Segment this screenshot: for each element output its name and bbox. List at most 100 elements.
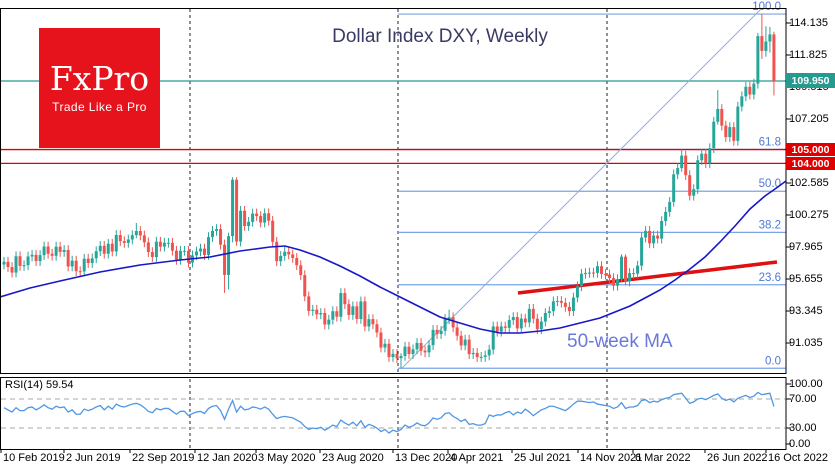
price-axis-label: 107.205 xyxy=(789,113,829,125)
resistance-level-badge: 105.000 xyxy=(786,143,835,156)
candle-down xyxy=(732,127,736,141)
candle-down xyxy=(475,352,479,358)
candle-down xyxy=(720,108,724,126)
candle-up xyxy=(231,179,235,237)
rsi-axis-label: 30.00 xyxy=(789,422,817,434)
candle-up xyxy=(443,318,447,331)
candle-up xyxy=(575,286,579,298)
candle-up xyxy=(680,155,684,169)
date-axis-label: 22 Sep 2019 xyxy=(132,452,195,464)
date-axis-label: 6 Mar 2022 xyxy=(635,452,691,464)
candle-down xyxy=(371,319,375,325)
candle-up xyxy=(579,273,583,287)
candle-down xyxy=(299,265,303,276)
candle-up xyxy=(415,342,419,350)
candle-up xyxy=(215,229,219,231)
candle-up xyxy=(2,261,6,265)
candle-down xyxy=(255,213,259,217)
candle-down xyxy=(748,86,752,95)
candle-up xyxy=(511,317,515,321)
candle-up xyxy=(644,230,648,238)
candle-up xyxy=(479,356,483,358)
candle-down xyxy=(18,256,22,266)
date-axis-label: 13 Dec 2020 xyxy=(395,452,458,464)
candle-up xyxy=(752,83,756,95)
fib-level-label: 61.8 xyxy=(759,136,781,148)
main-panel-frame xyxy=(0,8,787,374)
candle-down xyxy=(379,332,383,348)
candle-up xyxy=(130,235,134,240)
candle-down xyxy=(704,153,708,164)
candle-down xyxy=(648,230,652,244)
candle-down xyxy=(158,241,162,247)
candle-down xyxy=(275,241,279,262)
candle-down xyxy=(355,306,359,319)
candle-down xyxy=(66,249,70,267)
candle-down xyxy=(259,216,263,223)
date-axis-label: 16 Oct 2022 xyxy=(768,452,828,464)
candle-up xyxy=(491,326,495,350)
candle-up xyxy=(652,235,656,244)
candle-down xyxy=(271,220,275,242)
candle-up xyxy=(620,256,624,280)
candle-up xyxy=(211,230,215,238)
candle-down xyxy=(688,175,692,196)
candle-down xyxy=(624,256,628,282)
date-axis-label: 3 May 2020 xyxy=(258,452,316,464)
candle-down xyxy=(387,343,391,358)
candle-up xyxy=(595,266,599,273)
candle-down xyxy=(74,260,78,272)
candle-down xyxy=(307,296,311,311)
candle-down xyxy=(567,306,571,312)
candle-up xyxy=(439,330,443,335)
candle-up xyxy=(668,201,672,212)
candle-up xyxy=(166,242,170,244)
candle-up xyxy=(283,251,287,256)
candle-down xyxy=(34,254,38,262)
date-axis-label: 14 Nov 2021 xyxy=(580,452,643,464)
candle-up xyxy=(182,250,186,252)
candle-up xyxy=(628,273,632,282)
candle-up xyxy=(660,221,664,239)
candle-up xyxy=(311,309,315,311)
candle-up xyxy=(30,254,34,257)
candle-down xyxy=(612,278,616,286)
candle-up xyxy=(178,250,182,260)
fib-level-label: 50.0 xyxy=(759,178,781,190)
candle-up xyxy=(700,153,704,161)
candle-up xyxy=(239,210,243,242)
candle-up xyxy=(198,248,202,252)
candle-up xyxy=(331,311,335,320)
candle-up xyxy=(194,251,198,256)
candle-down xyxy=(291,254,295,259)
candle-down xyxy=(6,261,10,268)
candle-down xyxy=(375,324,379,333)
candle-up xyxy=(247,221,251,227)
candle-up xyxy=(616,279,620,286)
candle-up xyxy=(527,308,531,323)
candle-up xyxy=(339,293,343,317)
candle-down xyxy=(724,125,728,138)
date-axis-label: 23 Aug 2020 xyxy=(322,452,384,464)
candle-down xyxy=(559,300,563,303)
candle-down xyxy=(604,273,607,275)
candle-up xyxy=(126,239,130,243)
candle-up xyxy=(764,41,768,51)
candle-up xyxy=(38,255,42,262)
candle-up xyxy=(42,246,46,256)
candle-up xyxy=(279,255,283,262)
rsi-axis-label: 70.00 xyxy=(789,393,817,405)
candle-up xyxy=(463,339,467,346)
price-axis-label: 111.825 xyxy=(789,49,828,61)
candle-up xyxy=(383,343,387,348)
candle-up xyxy=(367,319,371,327)
candle-up xyxy=(327,319,331,325)
candle-up xyxy=(571,297,575,312)
candle-up xyxy=(640,237,644,266)
candle-down xyxy=(503,326,507,328)
candle-down xyxy=(243,210,247,227)
candle-down xyxy=(535,318,539,330)
candle-up xyxy=(227,236,231,275)
candle-down xyxy=(347,304,351,315)
